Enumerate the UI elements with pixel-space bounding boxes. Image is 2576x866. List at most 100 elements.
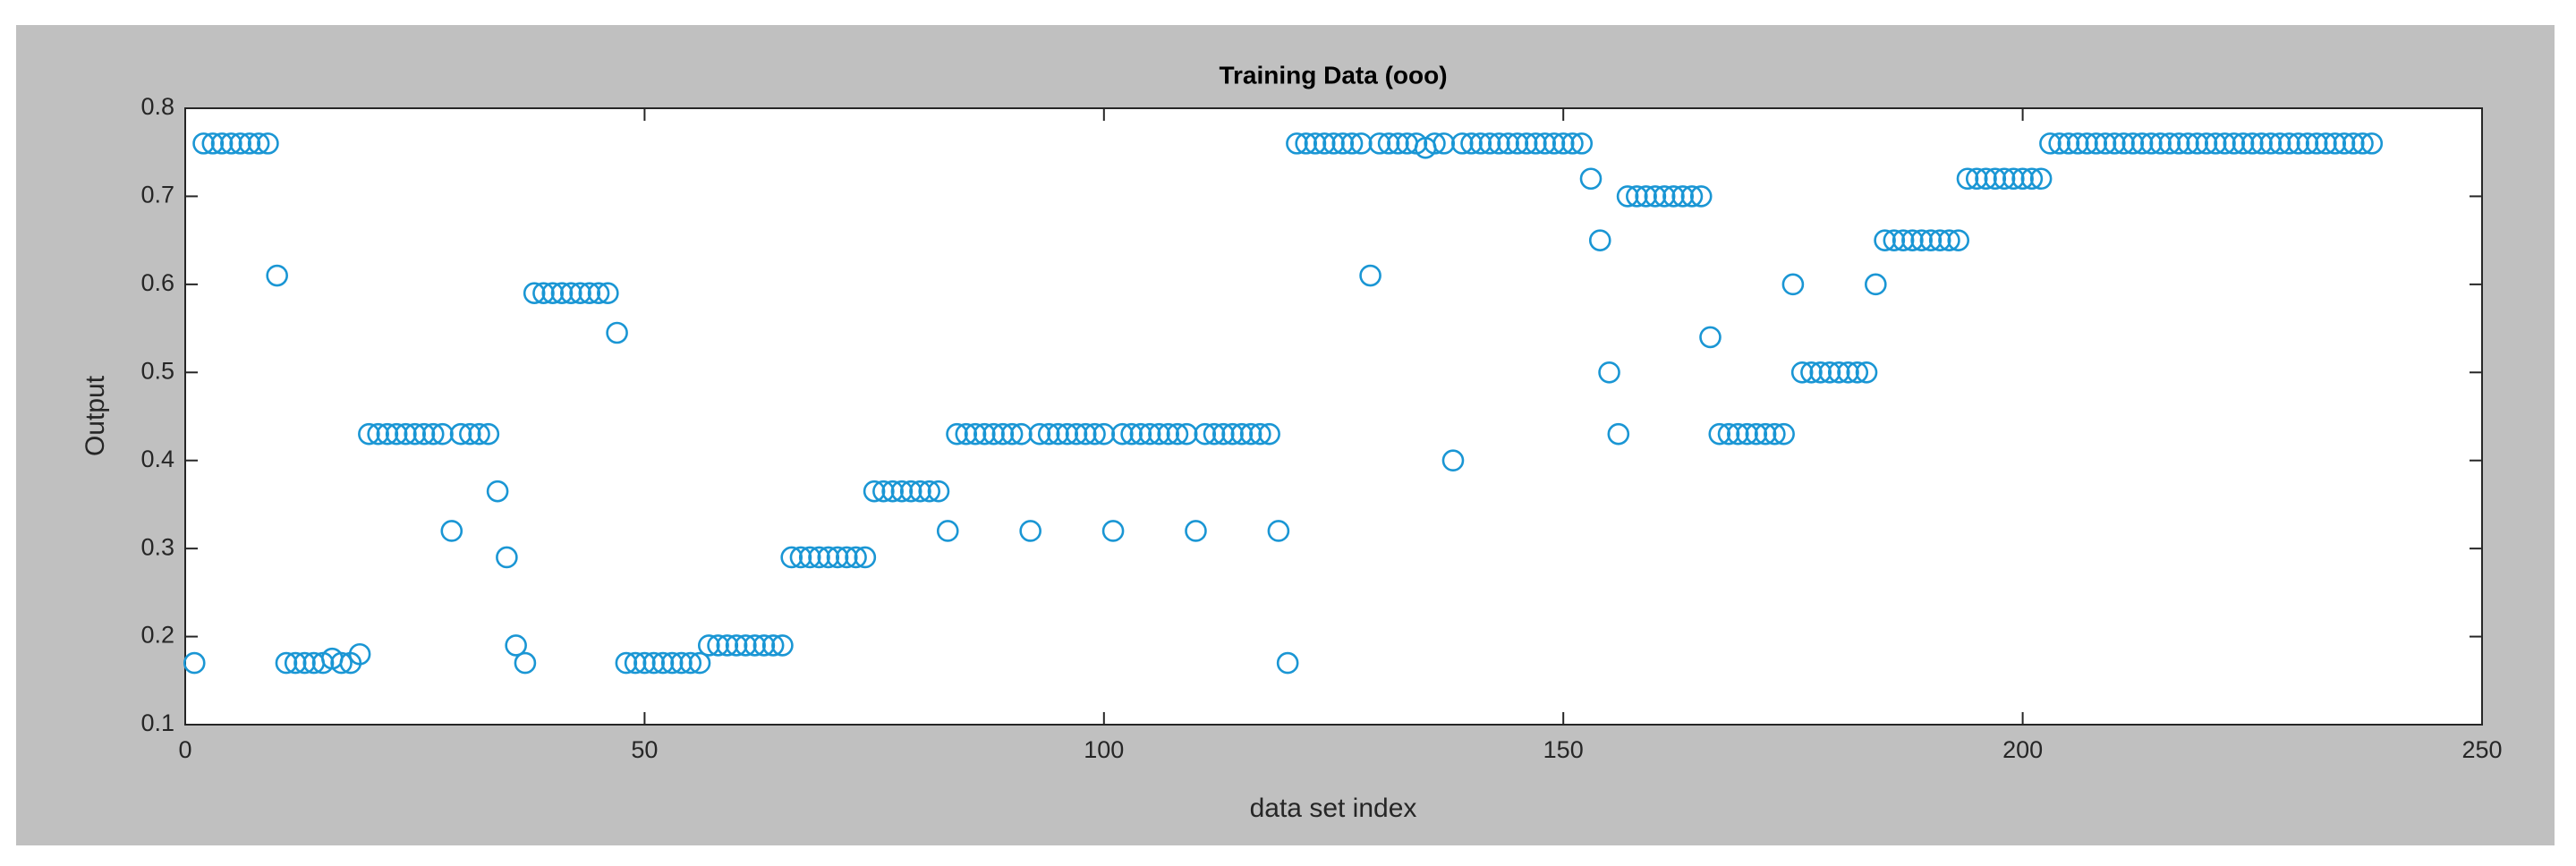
data-point [752,634,776,657]
data-point [1626,185,1648,208]
data-point [431,422,454,446]
data-point [2057,132,2080,155]
x-tick-label: 200 [2002,736,2043,763]
data-point [1910,229,1933,251]
data-point [735,634,757,657]
x-tick-label: 150 [1543,736,1584,763]
data-point [1056,422,1079,446]
data-point [955,422,978,446]
data-point [330,651,353,675]
data-point [1166,422,1189,446]
data-point [1800,361,1823,384]
data-point [1092,422,1116,446]
data-point [707,634,729,657]
axes-box [184,107,2483,726]
data-point [2186,132,2208,155]
data-point [2140,132,2163,155]
data-point [633,651,656,675]
data-point [1387,132,1409,155]
data-point [688,651,711,675]
data-point [2342,132,2365,155]
data-point [946,422,968,446]
data-point [2076,132,2098,155]
data-point [404,422,427,446]
data-point [1377,132,1400,155]
data-point [1450,132,1474,155]
data-point [2241,132,2264,155]
data-point [1221,422,1244,446]
data-point [293,651,316,675]
data-point [1129,422,1152,446]
y-tick-label: 0.4 [140,446,174,472]
data-point [1359,264,1382,287]
y-tick-label: 0.3 [140,533,174,560]
data-point [918,480,941,503]
data-point [376,422,399,446]
data-point [2324,132,2347,155]
data-point [2029,167,2053,191]
data-point [1304,132,1327,155]
data-point [1350,132,1373,155]
data-point [468,422,490,446]
data-point [266,264,288,287]
data-point [1295,132,1317,155]
data-point [725,634,748,657]
plot-area [185,108,2482,725]
data-point [1267,520,1290,542]
data-point [1984,167,2007,191]
data-point [872,480,895,503]
data-point [1607,422,1630,446]
data-point [1653,185,1676,208]
data-point [1148,422,1170,446]
data-point [1708,422,1731,446]
data-point [1773,422,1795,446]
data-point [1000,422,1024,446]
data-point [1157,422,1179,446]
data-point [1065,422,1088,446]
data-point [1635,185,1657,208]
data-point [1433,132,1456,155]
data-point [2103,132,2126,155]
data-point [2149,132,2172,155]
data-point [1570,132,1594,155]
y-tick-label: 0.8 [140,93,174,120]
data-point [1689,185,1713,208]
data-point [624,651,647,675]
data-point [642,651,665,675]
data-point [1239,422,1262,446]
data-point [2113,132,2135,155]
x-tick-label: 50 [631,736,658,763]
data-point [789,546,812,569]
data-point [2195,132,2218,155]
data-point [651,651,675,675]
data-point [2158,132,2181,155]
data-point [1322,132,1345,155]
data-point [771,634,794,657]
data-point [835,546,858,569]
data-point [192,132,215,155]
data-point [1203,422,1226,446]
data-point [440,520,463,542]
data-point [348,642,371,666]
data-point [569,282,591,305]
data-point [229,132,251,155]
data-point [1019,520,1041,542]
data-point [284,651,307,675]
data-point [532,282,555,305]
data-point [679,651,702,675]
data-point [1892,229,1915,251]
data-point [2259,132,2283,155]
data-point [670,651,693,675]
data-point [1699,326,1722,349]
data-point [1286,132,1308,155]
data-point [477,422,500,446]
data-point [1928,229,1951,251]
data-point [1644,185,1667,208]
data-point [936,520,959,542]
chart-title: Training Data (ooo) [1219,61,1447,89]
data-point [1331,132,1355,155]
data-point [964,422,987,446]
data-point [578,282,601,305]
data-point [1084,422,1106,446]
data-point [881,480,904,503]
